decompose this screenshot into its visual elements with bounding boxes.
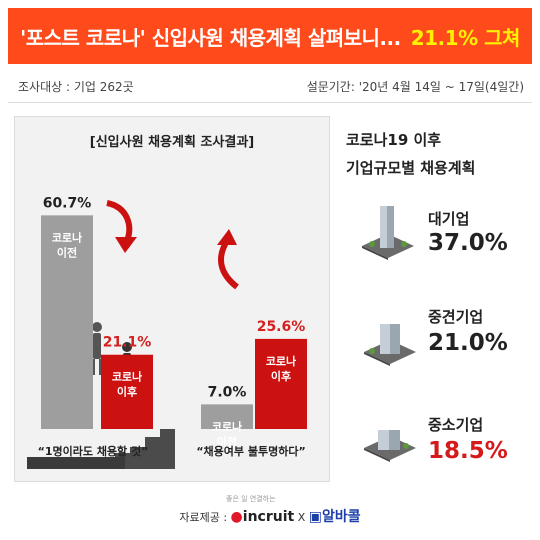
- decrease-arrow-icon: [106, 200, 137, 253]
- bar-1-1: [255, 338, 307, 429]
- incruit-tagline: 좋은 일 연결하는: [226, 495, 276, 503]
- size-breakdown-title-line1: 코로나19 이후: [346, 131, 442, 149]
- small-company-value: 18.5%: [428, 438, 508, 464]
- small-building-icon: [364, 430, 416, 462]
- bar-text-line2-0-1: 이후: [117, 385, 137, 399]
- chart-panel: [신입사원 채용계획 조사결과] 60.7% 코로나 이전 21.1% 코로나 이후 7.0…: [14, 116, 330, 482]
- category-label-0: “1명이라도 채용할 것”: [38, 444, 149, 458]
- bar-0-1: [101, 354, 153, 429]
- midsize-company-value: 21.0%: [428, 330, 508, 356]
- divider: [8, 102, 532, 103]
- value-label-1-0: 7.0%: [208, 384, 247, 400]
- size-breakdown-title: 코로나19 이후 기업규모별 채용계획: [346, 126, 536, 182]
- staircase-illustration: [27, 429, 175, 469]
- albacall-logo-text: 알바콜: [321, 509, 361, 525]
- value-label-0-1: 21.1%: [103, 335, 152, 351]
- bar-text-line2-0-0: 이전: [57, 245, 77, 259]
- albacall-logo-icon: ▣: [308, 509, 322, 525]
- bar-text-line1-0-1: 코로나: [112, 370, 142, 384]
- incruit-logo-icon: ●: [230, 509, 243, 525]
- bar-0-0: [41, 215, 93, 429]
- small-company-label: 중소기업: [428, 416, 484, 434]
- source-footer: 자료제공 : 좋은 일 연결하는 ●incruit X ▣알바콜: [0, 495, 540, 526]
- category-label-1: “채용여부 불투명하다”: [196, 444, 305, 458]
- large-company-value: 37.0%: [428, 230, 508, 256]
- increase-arrow-icon: [217, 229, 239, 290]
- value-label-1-1: 25.6%: [257, 319, 306, 335]
- large-company-label: 대기업: [428, 210, 470, 228]
- headline-highlight: 21.1% 그쳐: [410, 25, 521, 50]
- headline-banner: '포스트 코로나' 신입사원 채용계획 살펴보니... 21.1% 그쳐: [8, 8, 532, 64]
- bar-text-line1-0-0: 코로나: [52, 230, 82, 244]
- bar-text-line2-1-0: 이전: [217, 434, 237, 448]
- source-prefix: 자료제공 :: [179, 511, 228, 524]
- bar-text-line2-1-1: 이후: [271, 369, 291, 383]
- incruit-logo-text: incruit: [242, 509, 295, 525]
- value-label-0-0: 60.7%: [43, 195, 92, 211]
- bar-text-line1-1-0: 코로나: [212, 419, 242, 433]
- bar-1-0: [201, 404, 253, 429]
- survey-period: 설문기간: '20년 4월 14일 ~ 17일(4일간): [306, 80, 524, 94]
- chart-title: [신입사원 채용계획 조사결과]: [89, 135, 255, 150]
- skyscraper-icon: [362, 206, 414, 260]
- footer-separator: X: [297, 511, 306, 524]
- size-breakdown-title-line2: 기업규모별 채용계획: [346, 159, 476, 177]
- midsize-company-label: 중견기업: [428, 308, 484, 326]
- office-building-icon: [364, 324, 416, 366]
- bar-text-line1-1-1: 코로나: [266, 354, 296, 368]
- survey-subject: 조사대상 : 기업 262곳: [18, 80, 134, 94]
- headline-text: '포스트 코로나' 신입사원 채용계획 살펴보니...: [20, 25, 401, 50]
